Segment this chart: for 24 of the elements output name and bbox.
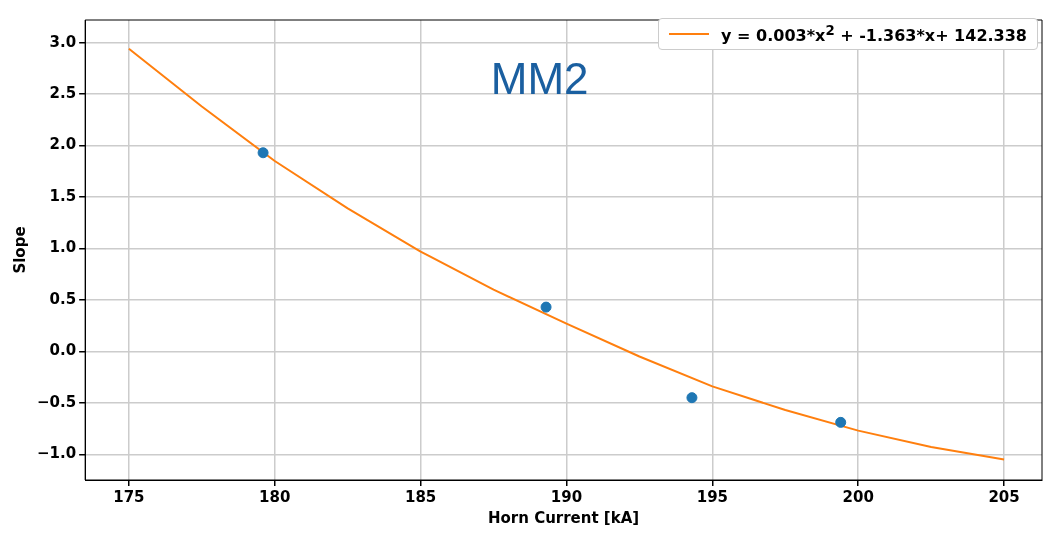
y-tick-label: 1.0: [49, 238, 77, 257]
legend-label: y = 0.003*x$^{2}$ + -1.363*x+ 142.338: [721, 23, 1027, 46]
y-tick-label: 1.5: [49, 186, 77, 205]
x-tick-label: 205: [988, 487, 1020, 506]
point: [540, 301, 552, 313]
x-tick-label: 180: [259, 487, 291, 506]
y-tick-label: 0.5: [49, 289, 77, 308]
text: MM2: [490, 54, 589, 104]
point: [257, 147, 269, 159]
y-tick-label: 2.0: [49, 135, 77, 154]
y-tick-label: −0.5: [37, 392, 77, 411]
y-axis-title: Slope: [10, 226, 29, 274]
x-tick-label: 190: [550, 487, 583, 506]
y-tick-label: 0.0: [49, 341, 77, 360]
x-tick-label: 195: [696, 487, 729, 506]
y-tick-label: −1.0: [37, 444, 77, 463]
y-tick-label: 3.0: [49, 32, 77, 51]
x-axis-title: Horn Current [kA]: [487, 508, 640, 527]
x-tick-label: 185: [404, 487, 437, 506]
x-tick-label: 200: [842, 487, 874, 506]
point: [686, 392, 698, 404]
point: [835, 416, 847, 428]
y-tick-label: 2.5: [49, 83, 77, 102]
x-tick-label: 175: [113, 487, 145, 506]
